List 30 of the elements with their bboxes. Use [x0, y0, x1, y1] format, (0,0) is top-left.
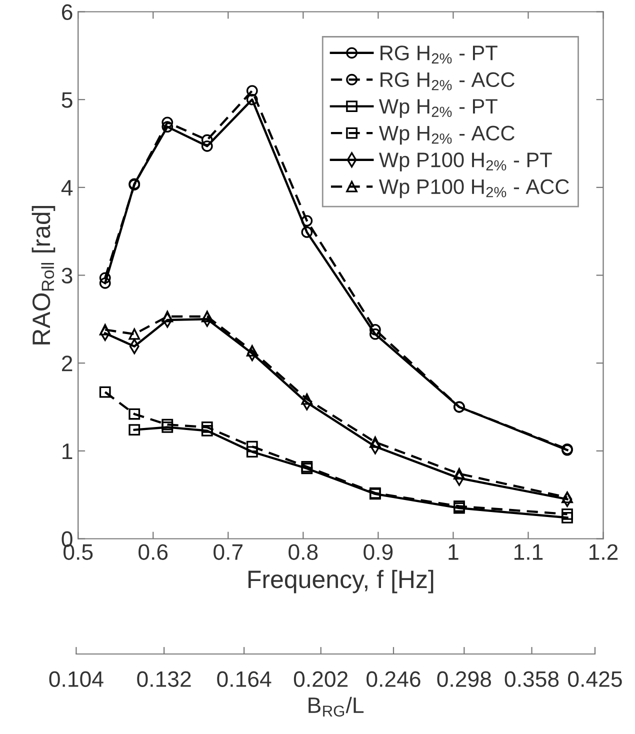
x-axis-title: Frequency, f [Hz]	[248, 570, 434, 594]
x2-tick-label: 0.246	[366, 671, 420, 687]
legend-label: Wp P100 H$_{2%}$ - PT	[378, 152, 552, 172]
x2-axis-title: B$_{RG}$/L	[308, 696, 364, 717]
x-tick-label: 0.7	[214, 544, 242, 560]
x-tick-label: 0.8	[288, 544, 318, 560]
y-axis-title: RAO$_{Roll}$ [rad]	[32, 206, 56, 344]
x2-tick-label: 0.358	[504, 671, 559, 687]
x2-tick-label: 0.298	[437, 671, 492, 687]
x-tick-label: 0.6	[138, 544, 168, 560]
x2-tick-label: 0.104	[49, 671, 104, 687]
x-tick-label: 1.1	[514, 544, 543, 560]
x-tick-label: 0.9	[364, 544, 393, 560]
legend-label: Wp H$_{2%}$ - ACC	[378, 126, 514, 145]
legend-label: RG H$_{2%}$ - PT	[380, 46, 498, 64]
y-tick-label: 2	[62, 356, 72, 372]
x2-tick-label: 0.132	[137, 671, 191, 687]
x2-tick-label: 0.164	[217, 671, 272, 687]
y-tick-label: 6	[62, 4, 72, 20]
legend-label: Wp P100 H$_{2%}$ - ACC	[378, 179, 569, 198]
legend-label: Wp H$_{2%}$ - PT	[378, 99, 498, 118]
legend-label: RG H$_{2%}$ - ACC	[380, 72, 514, 90]
x-tick-label: 1	[448, 544, 458, 560]
y-tick-label: 5	[62, 92, 72, 108]
x2-tick-label: 0.202	[294, 671, 348, 687]
x2-tick-label: 0.425	[568, 671, 622, 687]
y-tick-label: 1	[62, 444, 72, 459]
y-tick-label: 3	[62, 268, 72, 284]
y-tick-label: 4	[61, 180, 73, 196]
x-tick-label: 1.2	[590, 544, 618, 560]
